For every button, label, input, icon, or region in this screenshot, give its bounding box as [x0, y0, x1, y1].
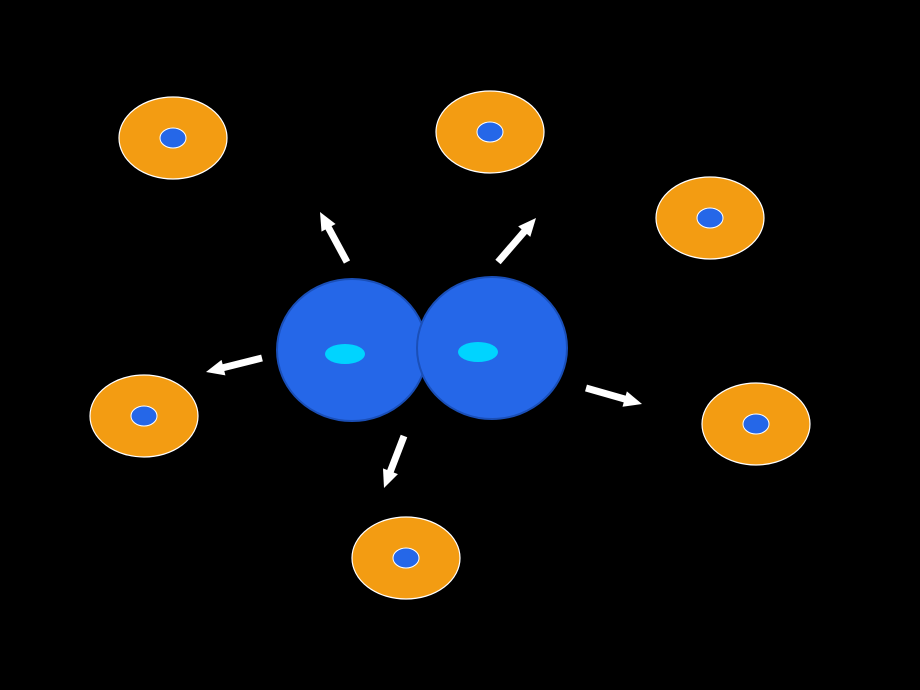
outer-right-lower	[702, 383, 810, 465]
outer-top-right	[436, 91, 544, 173]
outer-left-lower	[90, 375, 198, 457]
outer-right-upper	[656, 177, 764, 259]
outer-bottom-core	[393, 548, 419, 568]
outer-bottom	[352, 517, 460, 599]
outer-left-lower-core	[131, 406, 157, 426]
center-left-disc	[277, 279, 427, 421]
center-right-disc	[417, 277, 567, 419]
outer-right-lower-core	[743, 414, 769, 434]
diagram-canvas	[0, 0, 920, 690]
outer-top-left	[119, 97, 227, 179]
center-left-disc-core	[325, 344, 365, 364]
outer-right-upper-core	[697, 208, 723, 228]
outer-top-left-core	[160, 128, 186, 148]
center-right-disc-core	[458, 342, 498, 362]
outer-top-right-core	[477, 122, 503, 142]
